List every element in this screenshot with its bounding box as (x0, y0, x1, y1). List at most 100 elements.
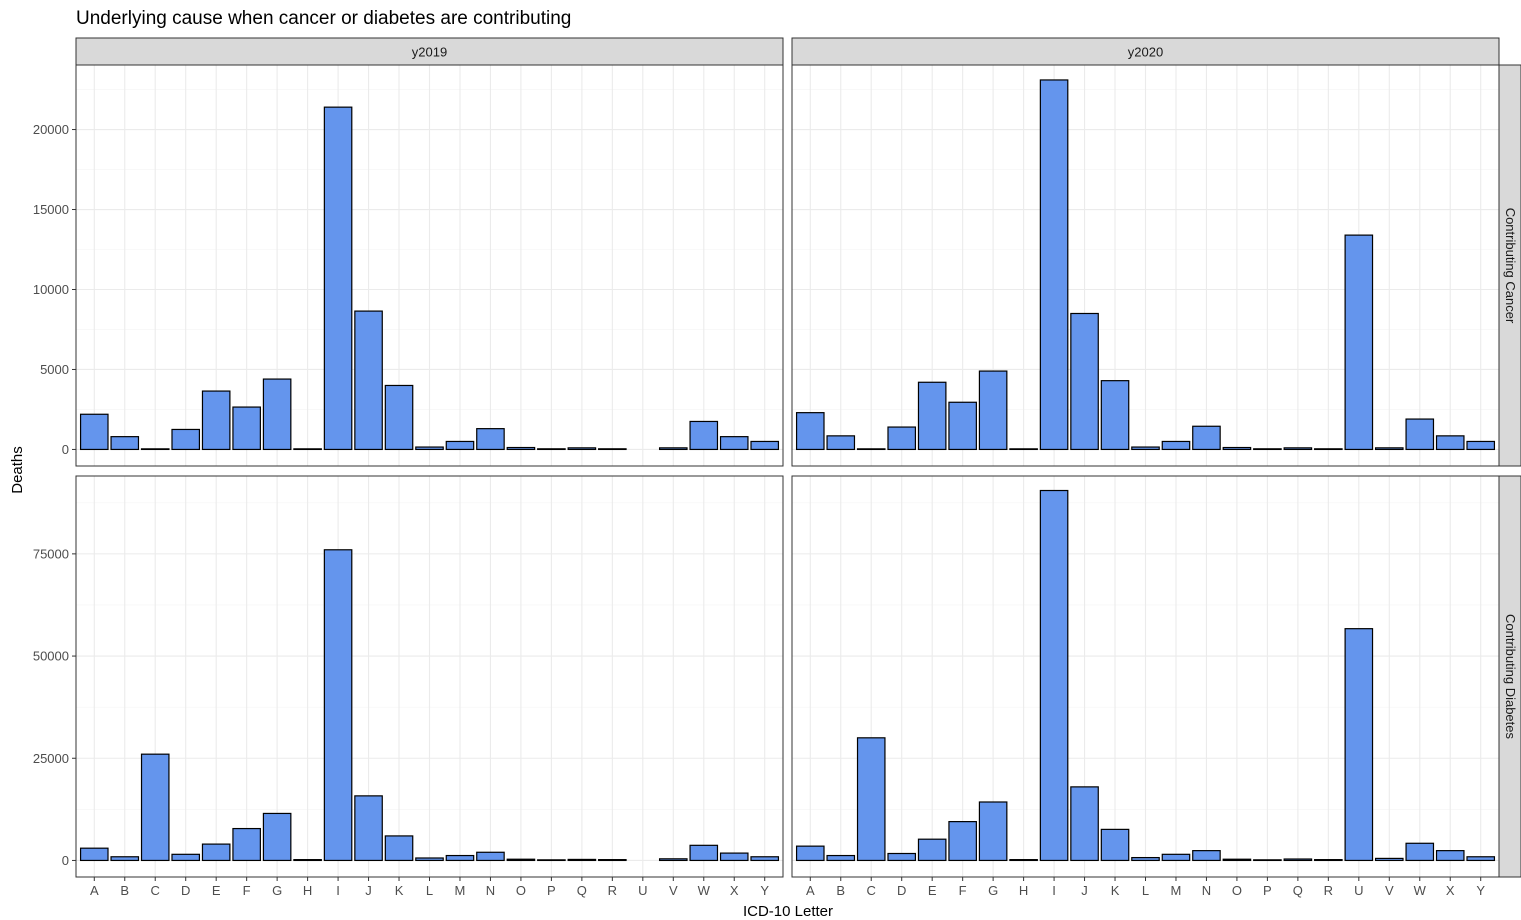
facet-panels: y2019 y2020 Contributing Cancer 0 5000 10000 1… (33, 37, 1521, 898)
bar-x (1435, 435, 1465, 451)
x-tick-label: G (988, 883, 998, 898)
x-tick-label: R (608, 883, 617, 898)
facet-strip-label: Contributing Diabetes (1503, 614, 1518, 740)
y-tick-label: 5000 (40, 362, 69, 377)
bar-r (1314, 448, 1343, 451)
bar-b (110, 856, 140, 862)
x-tick-label: I (1052, 883, 1056, 898)
bar-u (1344, 234, 1374, 451)
x-tick-label: N (1202, 883, 1211, 898)
x-tick-label: G (272, 883, 282, 898)
bar-a (79, 847, 109, 862)
y-tick-label: 0 (62, 442, 69, 457)
bar-f (948, 821, 977, 862)
bar-d (171, 853, 201, 862)
y-tick-label: 15000 (33, 202, 69, 217)
x-tick-label: A (806, 883, 815, 898)
panel-contributing-diabetes-y2020 (791, 475, 1500, 881)
bar-p (1253, 859, 1282, 862)
x-tick-label: U (1354, 883, 1363, 898)
bar-x (1435, 850, 1465, 862)
bar-o (1222, 858, 1252, 862)
x-tick-label: B (120, 883, 129, 898)
bar-d (171, 428, 201, 451)
bar-b (826, 435, 856, 451)
bar-m (1161, 440, 1191, 451)
bar-k (384, 835, 414, 862)
x-tick-label: B (836, 883, 845, 898)
bar-a (795, 412, 825, 451)
panel-contributing-cancer-y2019 (72, 64, 784, 467)
bar-c (140, 448, 170, 451)
x-tick-label: M (455, 883, 466, 898)
bar-f (232, 827, 261, 862)
x-tick-label: D (897, 883, 906, 898)
bar-b (110, 436, 140, 451)
facet-strip-label: y2019 (412, 45, 447, 60)
bar-k (384, 384, 414, 451)
bar-w (689, 420, 719, 451)
bar-a (795, 845, 825, 862)
y-tick-label: 75000 (33, 546, 69, 561)
bar-n (1192, 850, 1221, 862)
x-tick-label: Q (1293, 883, 1303, 898)
x-tick-label: V (1385, 883, 1394, 898)
facet-strip-y2019 (75, 37, 784, 66)
bar-m (445, 854, 475, 862)
bar-v (658, 447, 688, 451)
bar-c (856, 737, 886, 862)
bar-k (1100, 380, 1130, 451)
bar-h (293, 448, 322, 451)
x-tick-label: O (516, 883, 526, 898)
x-axis-title: ICD-10 Letter (743, 903, 833, 920)
x-tick-label: C (867, 883, 876, 898)
facet-strip-label: Contributing Cancer (1503, 208, 1518, 324)
facet-strip-label: y2020 (1128, 45, 1163, 60)
bar-g (978, 370, 1008, 451)
x-tick-label: Q (577, 883, 587, 898)
x-tick-label: J (1081, 883, 1088, 898)
bar-a (79, 413, 109, 451)
bar-q (567, 447, 597, 451)
bar-e (201, 390, 231, 451)
x-tick-label: Y (1476, 883, 1485, 898)
bar-w (689, 844, 719, 862)
x-tick-label: D (181, 883, 190, 898)
bar-l (415, 446, 444, 451)
x-tick-label: Y (760, 883, 769, 898)
bar-c (856, 448, 886, 451)
bar-n (1192, 425, 1221, 451)
bar-x (719, 436, 749, 451)
bar-y (750, 440, 780, 451)
bar-v (1374, 857, 1404, 862)
bar-f (948, 401, 977, 451)
x-tick-label: X (1446, 883, 1455, 898)
bar-y (1466, 856, 1496, 862)
x-tick-label: J (365, 883, 372, 898)
bar-c (140, 753, 170, 862)
x-tick-label: L (1142, 883, 1149, 898)
bar-w (1405, 418, 1435, 451)
bar-p (537, 859, 566, 862)
bar-j (354, 310, 383, 451)
x-tick-label: F (243, 883, 251, 898)
x-tick-label: P (547, 883, 556, 898)
bar-g (262, 812, 292, 862)
x-tick-label: L (426, 883, 433, 898)
bar-i (1039, 79, 1069, 451)
bar-v (1374, 447, 1404, 451)
bar-v (658, 858, 688, 862)
bar-l (415, 857, 444, 862)
bar-g (978, 801, 1008, 862)
bar-r (598, 859, 627, 862)
bar-x (719, 852, 749, 862)
bar-o (506, 858, 536, 862)
bar-q (567, 858, 597, 862)
x-tick-label: E (212, 883, 221, 898)
chart-title: Underlying cause when cancer or diabetes… (76, 8, 571, 29)
bar-h (1009, 448, 1038, 451)
y-tick-label: 50000 (33, 649, 69, 664)
x-tick-label: R (1324, 883, 1333, 898)
bar-q (1283, 858, 1313, 862)
